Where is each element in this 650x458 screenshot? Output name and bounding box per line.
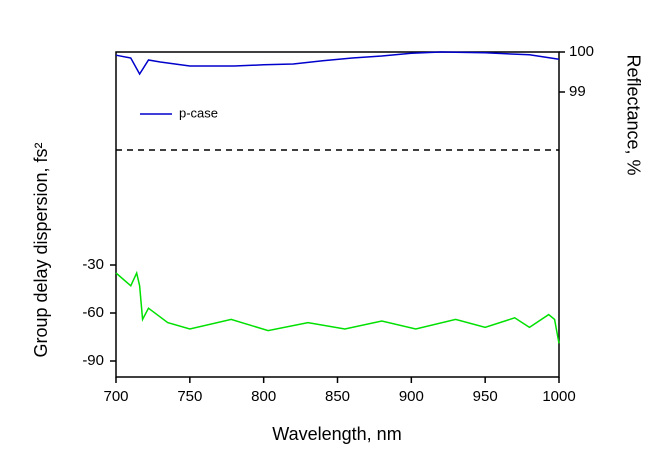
series-line <box>115 51 560 76</box>
series-line <box>115 270 560 344</box>
y2-tick-label: 100 <box>569 43 594 60</box>
y-axis-label: Group delay dispersion, fs² <box>31 142 51 357</box>
x-tick-label: 700 <box>103 388 128 405</box>
x-tick-label: 950 <box>473 388 498 405</box>
x-tick-label: 800 <box>251 388 276 405</box>
x-tick-label: 1000 <box>542 388 575 405</box>
x-tick-label: 850 <box>325 388 350 405</box>
y-tick-label: -60 <box>82 304 104 321</box>
y2-tick-label: 99 <box>569 83 586 100</box>
y-tick-label: -30 <box>82 256 104 273</box>
x-axis-label: Wavelength, nm <box>272 424 401 444</box>
y-tick-label: -90 <box>82 352 104 369</box>
legend-label: p-case <box>179 105 218 120</box>
x-tick-label: 750 <box>177 388 202 405</box>
y2-axis-label: Reflectance, % <box>623 54 643 175</box>
x-tick-label: 900 <box>399 388 424 405</box>
